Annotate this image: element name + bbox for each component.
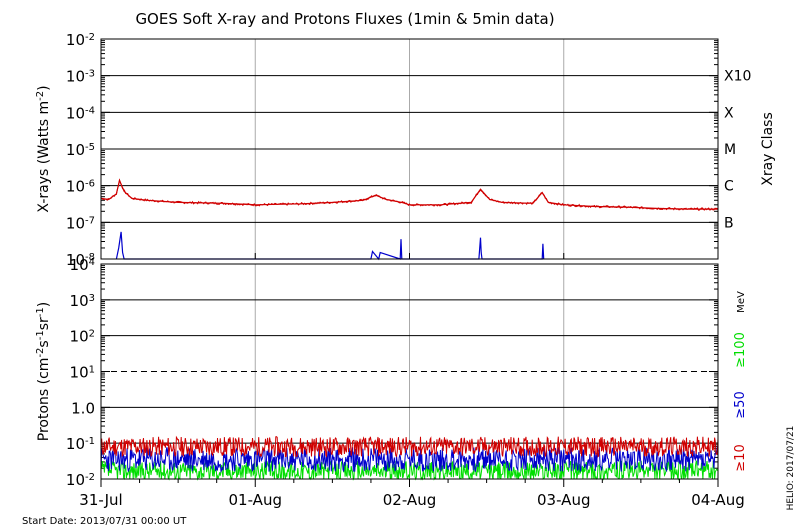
proton-tick-label: 103 — [70, 292, 95, 310]
xray-series — [100, 178, 719, 261]
xray-tick-label: 10-5 — [66, 141, 95, 159]
legend-entry: ≥50 — [733, 391, 748, 418]
proton-tick-label: 101 — [70, 364, 95, 382]
proton-series-line — [100, 445, 719, 474]
x-axis-ticks: 31-Jul 01-Aug 02-Aug 03-Aug 04-Aug — [79, 253, 745, 509]
proton-tick-label: 1.0 — [71, 399, 95, 417]
xray-y-axis-label: X-rays (Watts m-2) — [35, 85, 53, 212]
start-date-label: Start Date: 2013/07/31 00:00 UT — [22, 516, 187, 527]
proton-series-line — [100, 435, 719, 458]
proton-tick-label: 10-1 — [66, 435, 95, 453]
xray-class-axis-label: Xray Class — [760, 112, 776, 186]
xray-tick-label: 10-2 — [66, 31, 95, 49]
x-tick-label: 03-Aug — [537, 491, 590, 509]
xray-class-label: X — [724, 105, 734, 121]
xray-class-label: C — [724, 179, 734, 195]
xray-grid — [101, 39, 718, 259]
xray-class-label: B — [724, 215, 734, 231]
xray-tick-label: 10-4 — [66, 104, 95, 122]
helio-stamp: HELIO: 2017/07/21 — [786, 426, 796, 511]
legend-entry: ≥10 — [733, 444, 748, 471]
proton-tick-label: 102 — [70, 328, 95, 346]
proton-series-line — [100, 459, 719, 481]
x-tick-label: 02-Aug — [383, 491, 436, 509]
xray-class-labels: X10 X M C B — [724, 69, 751, 232]
proton-y-ticks: 104 103 102 101 1.0 10-1 10-2 — [66, 256, 718, 489]
proton-legend: MeV ≥100 ≥50 ≥10 — [733, 291, 748, 472]
xray-tick-label: 10-7 — [66, 214, 95, 232]
proton-panel: 104 103 102 101 1.0 10-1 10-2 Protons (cm-2s-1… — [35, 253, 748, 509]
proton-tick-label: 10-2 — [66, 471, 95, 489]
xray-long-wavelength-trace — [101, 178, 719, 211]
proton-tick-label: 104 — [70, 256, 95, 274]
xray-tick-label: 10-8 — [66, 251, 95, 269]
proton-series — [100, 435, 719, 481]
xray-class-label: X10 — [724, 69, 751, 85]
chart-title: GOES Soft X-ray and Protons Fluxes (1min… — [135, 10, 554, 28]
proton-y-axis-label: Protons (cm-2s-1sr-1) — [35, 302, 53, 441]
x-tick-label: 31-Jul — [79, 491, 122, 509]
xray-y-ticks: 10-2 10-3 10-4 10-5 10-6 10-7 10-8 — [66, 31, 718, 269]
xray-series-line — [115, 231, 545, 261]
xray-tick-label: 10-6 — [66, 178, 95, 196]
x-tick-label: 04-Aug — [691, 491, 744, 509]
xray-class-label: M — [724, 142, 736, 158]
legend-entry: ≥100 — [733, 332, 748, 368]
xray-panel: 10-2 10-3 10-4 10-5 10-6 10-7 10-8 X10 X M C B X-r… — [35, 31, 777, 269]
x-tick-label: 01-Aug — [229, 491, 282, 509]
xray-tick-label: 10-3 — [66, 68, 95, 86]
legend-unit: MeV — [736, 291, 747, 313]
